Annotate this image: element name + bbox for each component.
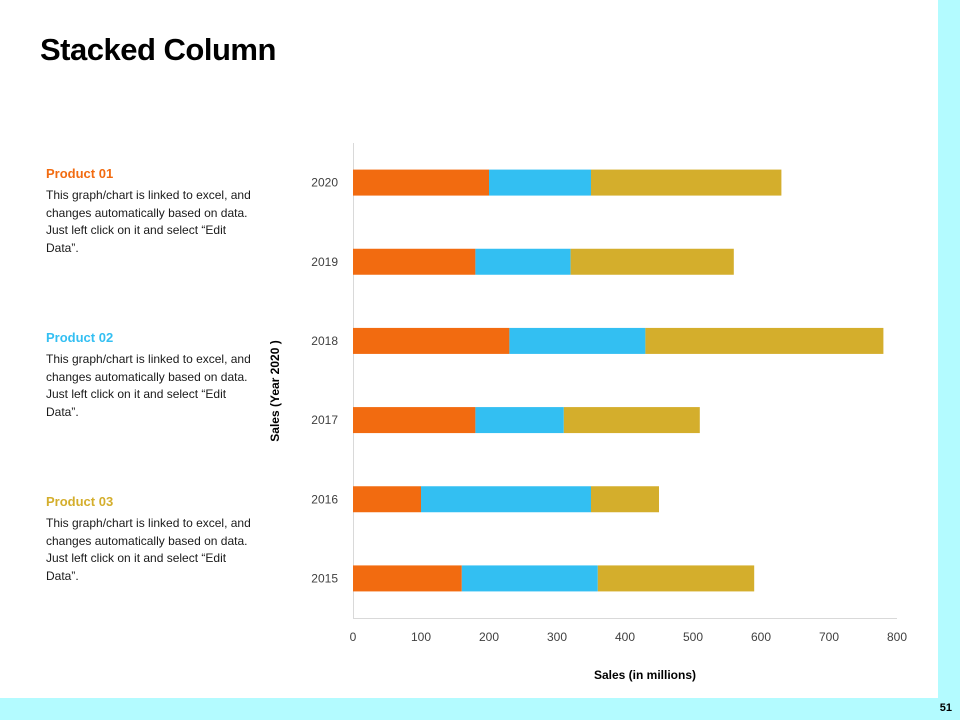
x-axis-title: Sales (in millions): [594, 668, 696, 682]
bar-segment: [353, 248, 476, 275]
bar-segment: [591, 486, 659, 513]
chart-bars: [353, 169, 884, 592]
bar-segment: [353, 327, 510, 354]
product-02-block: Product 02 This graph/chart is linked to…: [46, 330, 256, 421]
x-tick-label: 600: [751, 630, 771, 644]
bar-segment: [645, 327, 884, 354]
bar-segment: [353, 169, 489, 196]
bar-segment: [509, 327, 646, 354]
page-number: 51: [939, 702, 952, 714]
x-tick-label: 700: [819, 630, 839, 644]
y-tick-label: 2018: [311, 334, 338, 348]
product-02-description: This graph/chart is linked to excel, and…: [46, 352, 251, 419]
x-tick-label: 200: [479, 630, 499, 644]
bar-segment: [475, 248, 571, 275]
product-03-description: This graph/chart is linked to excel, and…: [46, 516, 251, 583]
product-02-heading: Product 02: [46, 330, 114, 345]
y-tick-label: 2016: [311, 492, 338, 506]
product-01-block: Product 01 This graph/chart is linked to…: [46, 166, 256, 257]
bar-segment: [421, 486, 591, 513]
y-tick-label: 2017: [311, 413, 338, 427]
bar-segment: [353, 565, 462, 592]
product-03-block: Product 03 This graph/chart is linked to…: [46, 494, 256, 585]
product-03-heading: Product 03: [46, 494, 114, 509]
y-tick-label: 2020: [311, 176, 338, 190]
slide-title: Stacked Column: [40, 32, 276, 67]
right-accent-strip: [938, 0, 960, 720]
y-axis-title: Sales (Year 2020 ): [268, 340, 282, 441]
x-tick-label: 800: [887, 630, 907, 644]
bar-segment: [570, 248, 734, 275]
x-tick-label: 0: [350, 630, 357, 644]
y-tick-label: 2019: [311, 255, 338, 269]
y-tick-label: 2015: [311, 571, 338, 585]
x-tick-label: 400: [615, 630, 635, 644]
bar-segment: [475, 407, 564, 434]
bar-segment: [563, 407, 700, 434]
x-tick-label: 100: [411, 630, 431, 644]
chart-axes: [353, 143, 897, 619]
bar-segment: [489, 169, 591, 196]
x-tick-label: 500: [683, 630, 703, 644]
x-tick-label: 300: [547, 630, 567, 644]
chart-labels: 0 100 200 300 400 500 600 700 800 2015 2016 2017 201…: [311, 176, 907, 644]
bottom-accent-strip: [0, 698, 960, 720]
bar-segment: [461, 565, 598, 592]
product-01-description: This graph/chart is linked to excel, and…: [46, 188, 251, 255]
bar-segment: [597, 565, 755, 592]
bar-segment: [353, 407, 476, 434]
bar-segment: [591, 169, 782, 196]
bar-segment: [353, 486, 421, 513]
product-01-heading: Product 01: [46, 166, 114, 181]
